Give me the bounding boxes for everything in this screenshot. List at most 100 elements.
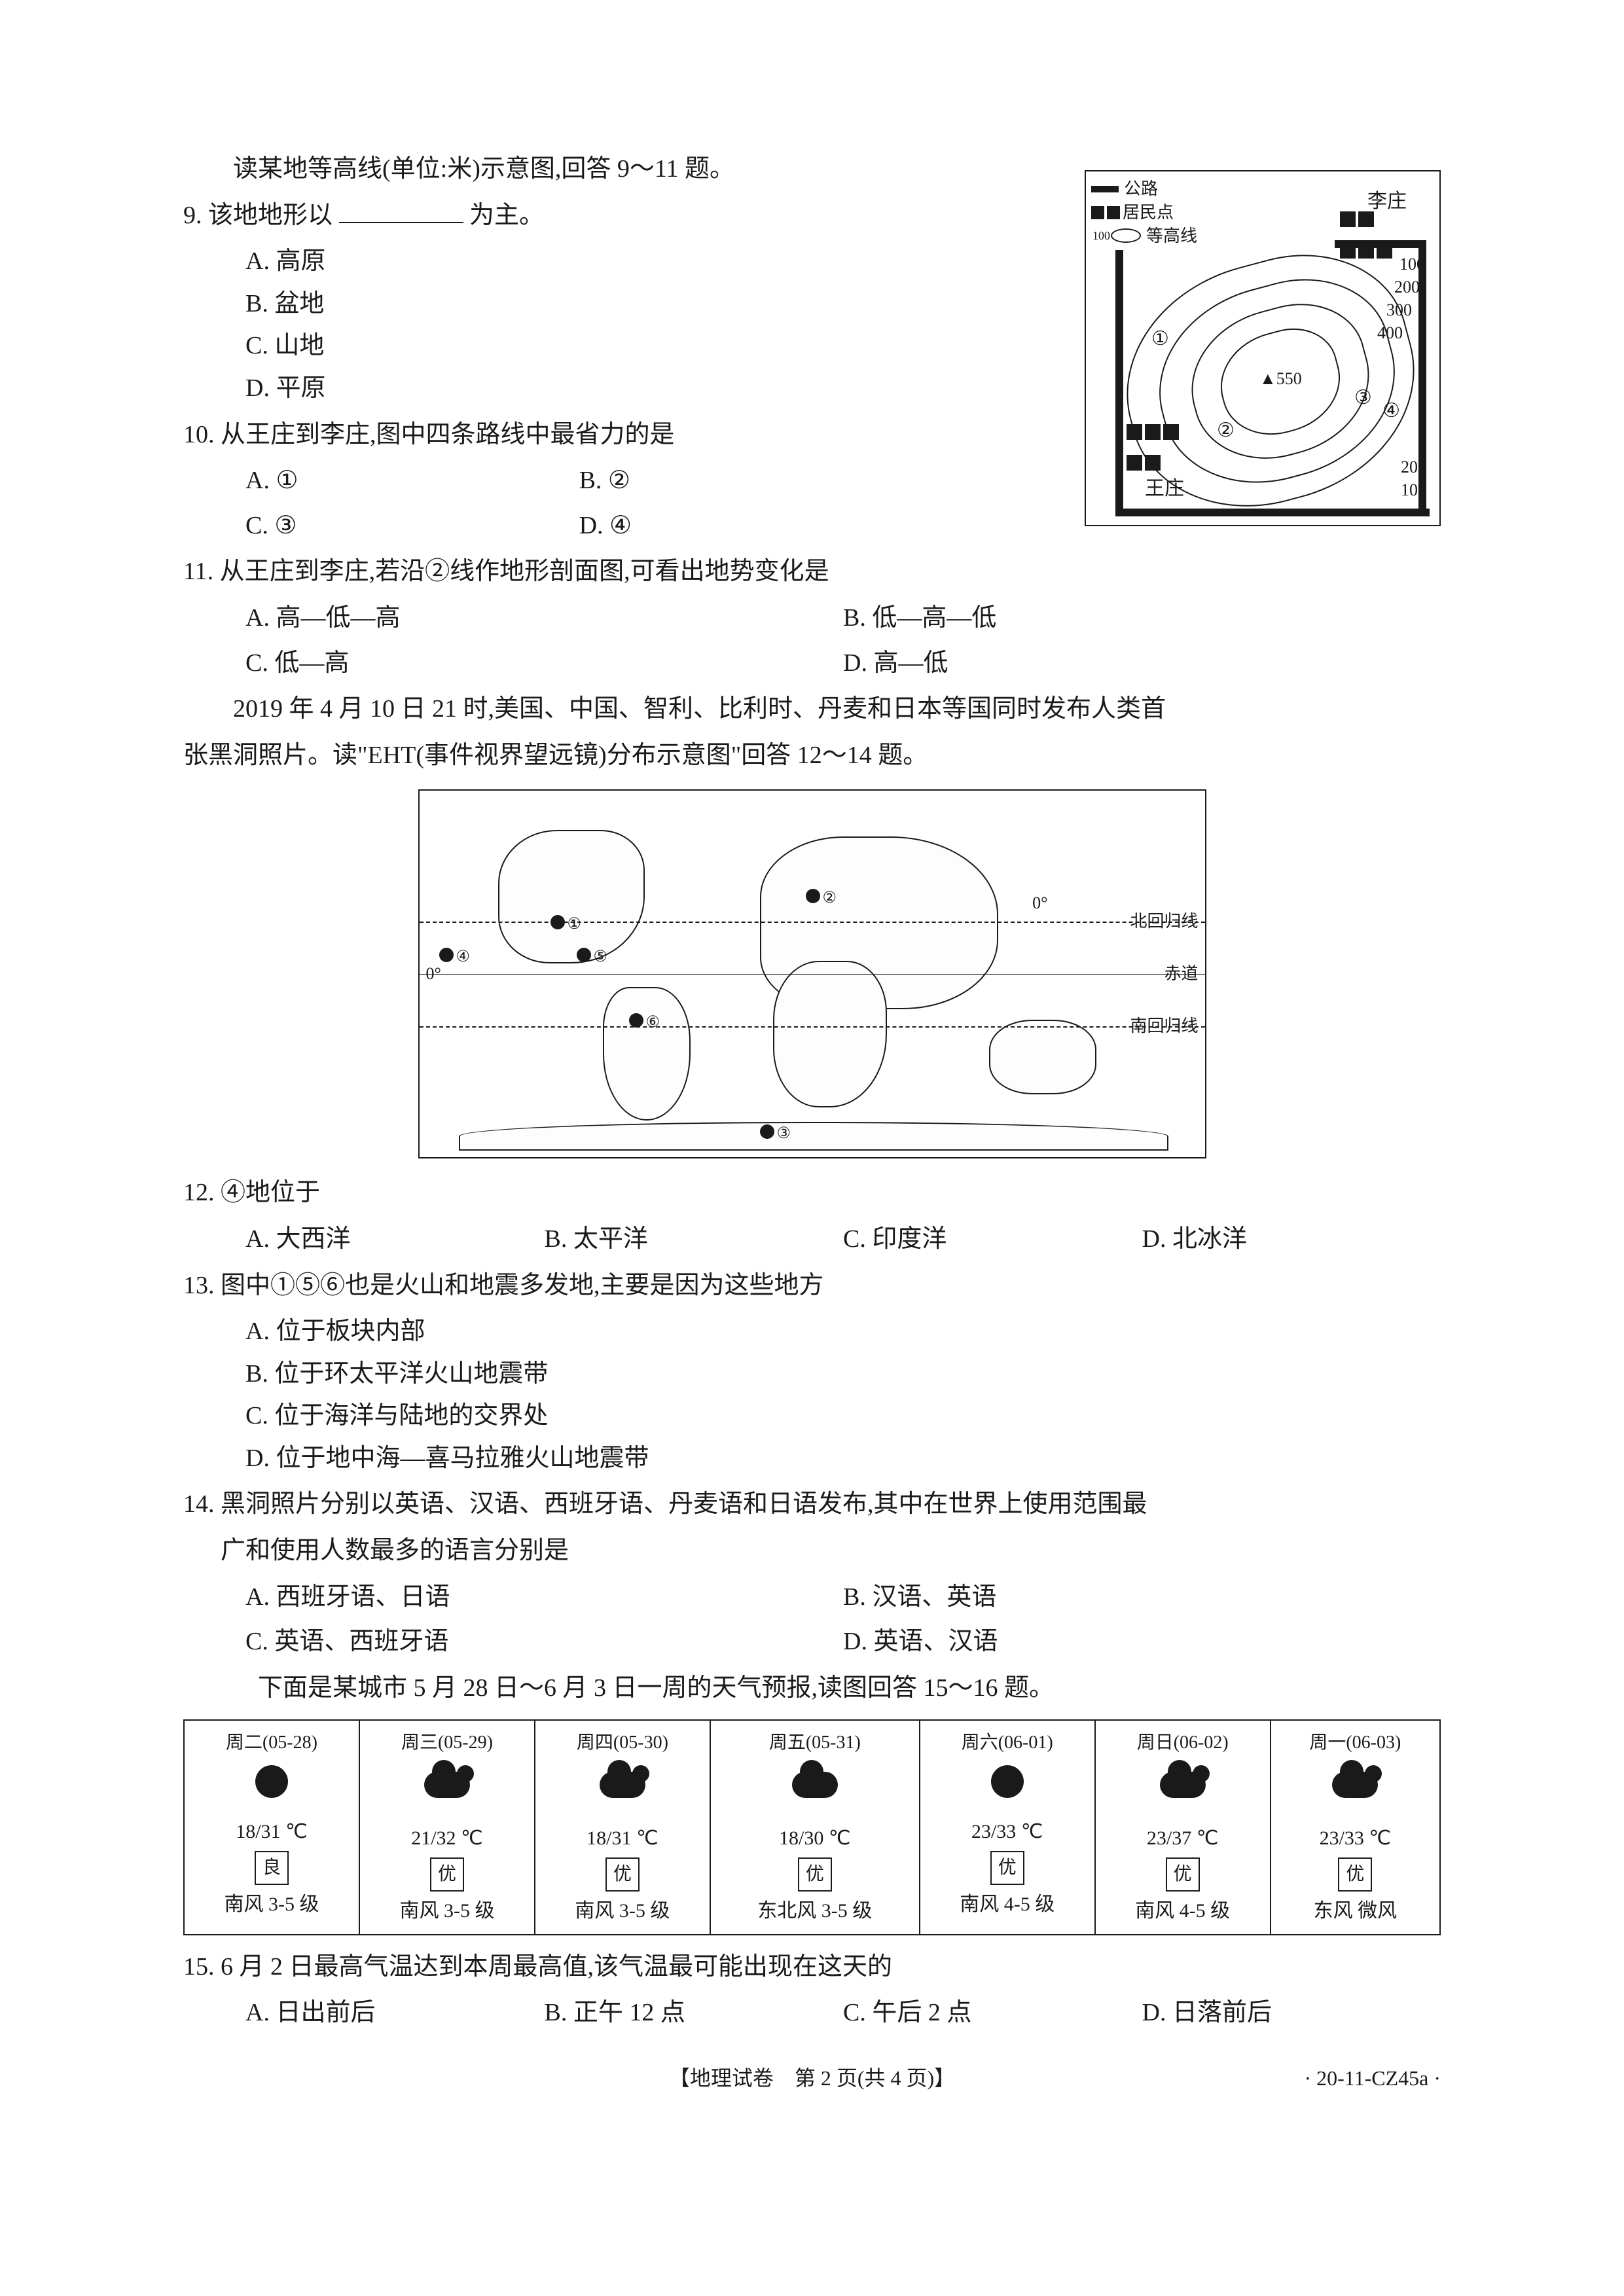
q10-opt-b: B. ② [579,459,913,502]
weather-icon [245,1765,298,1811]
q14-stem-l2: 广和使用人数最多的语言分别是 [183,1530,1441,1572]
point-2: ② [806,889,820,903]
forecast-aqi: 优 [990,1851,1024,1885]
forecast-temp: 18/31 ℃ [187,1815,356,1848]
forecast-cell-6: 周一(06-03)23/33 ℃优东风 微风 [1271,1720,1440,1934]
forecast-day: 周四(05-30) [538,1727,707,1759]
forecast-wind: 南风 3-5 级 [538,1894,707,1928]
forecast-aqi: 优 [430,1857,464,1892]
tropic-n-label: 北回归线 [1130,907,1198,936]
topo-map-figure: 公路 居民点 等高线 ▲550 100 200 300 400 200 1 [1085,170,1441,526]
q14-opt-d: D. 英语、汉语 [843,1621,1441,1663]
forecast-temp: 18/30 ℃ [713,1821,916,1855]
continent-na [498,830,645,963]
point-3: ③ [760,1124,774,1139]
q10-opt-c: C. ③ [245,505,579,547]
legend-contour-label: 等高线 [1146,225,1197,247]
legend-contour-icon [1111,228,1141,243]
forecast-wind: 南风 4-5 级 [923,1888,1092,1921]
road-left [1115,250,1123,512]
q11-opt-d: D. 高—低 [843,642,1441,685]
point-5-label: ⑤ [594,944,608,971]
legend-road-icon [1091,186,1119,192]
degree-0-top: 0° [1032,889,1047,918]
forecast-aqi: 优 [798,1857,832,1892]
forecast-temp: 18/31 ℃ [538,1821,707,1855]
forecast-aqi: 优 [1338,1857,1372,1892]
point-1: ① [550,915,565,929]
weather-icon [1329,1772,1381,1818]
intro-12-14-l1: 2019 年 4 月 10 日 21 时,美国、中国、智利、比利时、丹麦和日本等… [183,688,1441,730]
point-2-label: ② [823,885,837,912]
footer-right: · 20-11-CZ45a · [1304,2060,1441,2096]
q15-opt-d: D. 日落前后 [1142,1992,1441,2034]
point-4: ④ [439,948,454,962]
forecast-cell-5: 周日(06-02)23/37 ℃优南风 4-5 级 [1095,1720,1271,1934]
point-5: ⑤ [577,948,591,962]
forecast-aqi: 良 [255,1851,289,1885]
weather-icon [421,1772,473,1818]
forecast-wind: 东北风 3-5 级 [713,1894,916,1928]
point-6: ⑥ [629,1013,643,1028]
forecast-day: 周一(06-03) [1274,1727,1437,1759]
q11-opt-a: A. 高—低—高 [245,597,843,639]
route-2: ② [1217,414,1235,447]
forecast-table: 周二(05-28)18/31 ℃良南风 3-5 级周三(05-29)21/32 … [183,1719,1441,1935]
q12-opt-b: B. 太平洋 [545,1218,844,1261]
forecast-temp: 23/37 ℃ [1098,1821,1267,1855]
forecast-temp: 23/33 ℃ [1274,1821,1437,1855]
q12-opt-d: D. 北冰洋 [1142,1218,1441,1261]
q14-opt-c: C. 英语、西班牙语 [245,1621,843,1663]
q13-stem: 13. 图中①⑤⑥也是火山和地震多发地,主要是因为这些地方 [183,1265,1441,1307]
continent-australia [989,1020,1096,1094]
weather-icon [1157,1772,1209,1818]
point-4-label: ④ [456,944,471,971]
footer-center: 【地理试卷 第 2 页(共 4 页)】 [669,2066,955,2090]
legend-house-label: 居民点 [1123,202,1174,224]
forecast-cell-0: 周二(05-28)18/31 ℃良南风 3-5 级 [184,1720,359,1934]
peak-label: ▲550 [1259,365,1302,393]
legend-house-icon-2 [1107,206,1120,219]
continent-sa [603,987,691,1121]
q12-opt-c: C. 印度洋 [843,1218,1142,1261]
forecast-day: 周二(05-28) [187,1727,356,1759]
intro-12-14-l2: 张黑洞照片。读"EHT(事件视界望远镜)分布示意图"回答 12～14 题。 [183,734,1441,777]
weather-icon [789,1772,841,1818]
topo-legend: 公路 居民点 等高线 [1091,177,1261,248]
q15-opt-a: A. 日出前后 [245,1992,545,2034]
q9-opt-a: A. 高原 [183,240,912,283]
q9-opt-b: B. 盆地 [183,283,912,325]
contour-label-400: 400 [1377,319,1403,348]
forecast-cell-2: 周四(05-30)18/31 ℃优南风 3-5 级 [535,1720,710,1934]
q10-opt-a: A. ① [245,459,579,502]
forecast-row: 周二(05-28)18/31 ℃良南风 3-5 级周三(05-29)21/32 … [184,1720,1440,1934]
q13-opt-a: A. 位于板块内部 [183,1310,1441,1353]
forecast-cell-1: 周三(05-29)21/32 ℃优南风 3-5 级 [359,1720,535,1934]
forecast-cell-3: 周五(05-31)18/30 ℃优东北风 3-5 级 [710,1720,920,1934]
q14-stem-l1: 14. 黑洞照片分别以英语、汉语、西班牙语、丹麦语和日语发布,其中在世界上使用范… [183,1483,1441,1526]
point-3-label: ③ [777,1121,791,1147]
forecast-temp: 23/33 ℃ [923,1815,1092,1848]
q14-opt-a: A. 西班牙语、日语 [245,1576,843,1619]
q9-blank [339,197,463,223]
route-4: ④ [1382,394,1400,427]
legend-house-icon [1091,206,1104,219]
road-right [1418,240,1426,515]
world-map-figure: 北回归线 赤道 南回归线 0° 0° ① ② ③ ④ ⑤ ⑥ [418,789,1206,1158]
forecast-aqi: 优 [1166,1857,1200,1892]
route-1: ① [1151,322,1169,355]
road-top [1335,240,1426,248]
q15-opt-c: C. 午后 2 点 [843,1992,1142,2034]
q13-opt-d: D. 位于地中海—喜马拉雅火山地震带 [183,1437,1441,1480]
forecast-wind: 南风 4-5 级 [1098,1894,1267,1928]
q9-opt-c: C. 山地 [183,325,912,367]
q11-opt-c: C. 低—高 [245,642,843,685]
continent-antarctica [459,1122,1168,1151]
route-3: ③ [1354,381,1372,414]
wang-zhuang-houses [1125,420,1180,482]
forecast-wind: 南风 3-5 级 [363,1894,532,1928]
forecast-temp: 21/32 ℃ [363,1821,532,1855]
equator-label: 赤道 [1164,960,1198,988]
road-bottom [1115,509,1430,516]
q13-opt-c: C. 位于海洋与陆地的交界处 [183,1395,1441,1437]
